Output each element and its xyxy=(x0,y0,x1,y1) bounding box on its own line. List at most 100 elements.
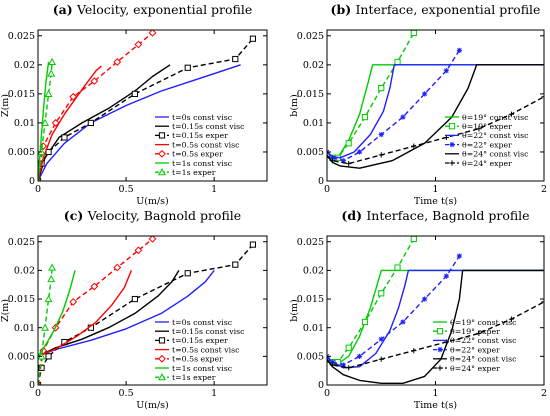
chart-3-xtick-label: 0.5 xyxy=(119,388,134,399)
chart-4-series-3-line xyxy=(327,269,544,369)
chart-3-legend-marker xyxy=(158,373,166,381)
chart-1-legend-label: t=0.15s exper xyxy=(172,131,228,140)
chart-1-series-3-point xyxy=(131,90,138,97)
chart-1-legend-label: t=0.5s exper xyxy=(172,150,223,159)
chart-2-series-5-line xyxy=(327,64,544,169)
chart-1-ytick-label: 0 xyxy=(29,176,35,187)
chart-2-legend-label: θ=22° const visc xyxy=(462,131,529,140)
chart-3-series-7-point xyxy=(44,294,53,303)
chart-1-series-3-point xyxy=(184,64,191,71)
chart-3-series-3-point xyxy=(249,241,257,248)
chart-1-legend-label: t=1s exper xyxy=(172,168,216,177)
chart-2-xtick-label: 0 xyxy=(324,184,330,195)
chart-2-series-6-point xyxy=(411,143,417,149)
chart-1-series-3-point xyxy=(232,55,239,63)
chart-4-series-6-point xyxy=(378,356,384,362)
chart-4-series-6-point xyxy=(508,316,515,322)
chart-2: (b) Interface, exponential profile 0 1 2 0 0.… xyxy=(289,2,547,207)
chart-4-legend-label: θ=19° exper xyxy=(450,327,500,336)
chart-2-series-2-point xyxy=(410,30,417,37)
chart-1-ylabel: Z(m) xyxy=(0,94,11,117)
chart-2-ytick-label: 0 xyxy=(318,176,324,187)
chart-4-series-2-point xyxy=(394,264,401,271)
chart-4-series-4-point xyxy=(443,273,449,279)
chart-4-series-2-line xyxy=(327,238,415,363)
chart-2-xtick-label: 1 xyxy=(432,184,438,195)
chart-1-series-5-point xyxy=(148,30,157,37)
chart-2-series-4-point xyxy=(356,149,363,155)
chart-1-legend-label: t=0s const visc xyxy=(172,113,233,122)
chart-4-legend-label: θ=24° exper xyxy=(450,364,500,373)
chart-4-plot-area xyxy=(327,236,544,384)
chart-4-ytick-label: 0.01 xyxy=(303,323,324,334)
chart-2-series-6-point xyxy=(541,94,544,100)
chart-4-series-4-point xyxy=(422,296,428,302)
chart-2-series-2-point xyxy=(394,58,401,66)
chart-4-xtick-label: 1 xyxy=(432,388,438,399)
chart-3-ytick-label: 0.01 xyxy=(14,323,35,334)
chart-1-xtick-label: 0 xyxy=(35,184,41,195)
chart-2-plot-area xyxy=(327,30,544,169)
chart-2-series-4-point xyxy=(400,114,406,120)
chart-4-series-5-line xyxy=(327,269,544,384)
chart-3-series-5-line xyxy=(38,238,153,385)
chart-4-ytick-label: 0 xyxy=(318,380,324,391)
chart-3-series-5-point xyxy=(134,246,143,255)
chart-3-series-7-point xyxy=(41,323,49,331)
chart-3-series-5-point xyxy=(113,263,122,272)
chart-1-series-3-point xyxy=(87,119,94,127)
chart-1-series-6-line xyxy=(38,61,50,181)
chart-3-series-3-point xyxy=(45,353,52,360)
chart-4-series-6-point xyxy=(476,330,482,337)
chart-4-legend-marker xyxy=(436,328,444,335)
chart-4-series-6-point xyxy=(346,365,352,371)
chart-1-series-5-point xyxy=(134,40,143,49)
chart-2-series-4-point xyxy=(329,155,336,161)
chart-1-plot-area xyxy=(38,30,257,181)
chart-1-ytick-label: 0.025 xyxy=(8,31,35,42)
chart-3-series-7-point xyxy=(48,263,57,271)
chart-2-series-3-line xyxy=(327,64,544,159)
chart-2-series-4-point xyxy=(456,47,462,53)
chart-3-ytick-label: 0.02 xyxy=(14,266,35,277)
chart-2-legend-marker xyxy=(449,142,455,148)
chart-4-series-6-point xyxy=(411,348,417,354)
chart-1-series-7-line xyxy=(38,61,53,181)
chart-2-series-6-point xyxy=(329,158,336,164)
chart-1-ytick-label: 0.005 xyxy=(8,147,35,158)
chart-3-title: (c) Velocity, Bagnold profile xyxy=(64,208,241,223)
chart-4-series-6-point xyxy=(327,358,330,364)
chart-3-series-3-point xyxy=(131,295,138,303)
chart-3-legend-marker xyxy=(158,337,166,344)
chart-1-series-7-point xyxy=(48,57,57,66)
chart-2-title: (b) Interface, exponential profile xyxy=(331,2,541,17)
chart-4-xtick-label: 0 xyxy=(324,388,330,399)
chart-1-xlabel: U(m/s) xyxy=(136,196,169,207)
chart-1: (a) Velocity, exponential profile 0 0.5 1 0 0… xyxy=(0,2,268,207)
chart-2-legend-label: θ=24° const visc xyxy=(462,150,529,159)
chart-2-ylabel: b(m) xyxy=(289,94,300,117)
chart-2-series-2-line xyxy=(327,32,415,159)
chart-4-legend-label: θ=24° const visc xyxy=(450,355,517,364)
chart-2-series-6-point xyxy=(327,154,330,160)
chart-3-series-5-point xyxy=(69,297,78,306)
chart-4-ytick-label: 0.005 xyxy=(297,352,324,363)
chart-4-ytick-label: 0.015 xyxy=(297,294,324,305)
chart-4-legend-label: θ=22° exper xyxy=(450,345,500,354)
chart-1-ytick-label: 0.02 xyxy=(14,60,35,71)
chart-3-legend-label: t=1s exper xyxy=(172,373,216,382)
chart-3-ytick-label: 0.025 xyxy=(8,237,35,248)
chart-1-legend-label: t=0.15s const visc xyxy=(172,122,245,131)
chart-4-series-4-point xyxy=(340,362,346,368)
chart-2-xlabel: Time t(s) xyxy=(414,196,457,207)
chart-4-legend-marker xyxy=(437,365,443,371)
chart-3-series-5-point xyxy=(90,282,99,291)
chart-2-ytick-label: 0.02 xyxy=(303,60,324,71)
chart-3-legend-label: t=0s const visc xyxy=(172,318,233,327)
chart-1-legend-marker xyxy=(158,168,166,176)
chart-3-legend-label: t=0.5s const visc xyxy=(172,345,240,354)
